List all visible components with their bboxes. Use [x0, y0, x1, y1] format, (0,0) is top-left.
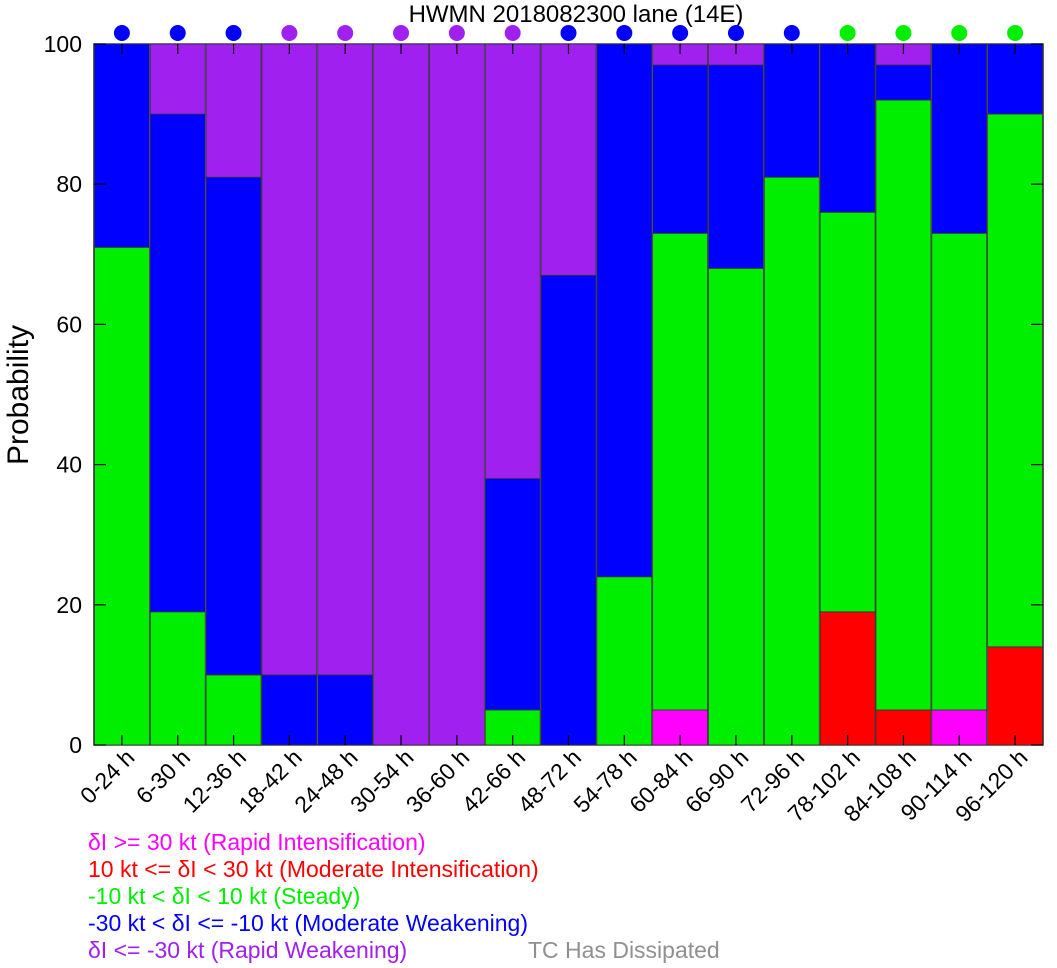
- top-marker-1: [169, 25, 186, 41]
- top-marker-8: [560, 25, 577, 41]
- y-tick-label-1: 20: [56, 592, 82, 618]
- top-marker-0: [113, 25, 130, 41]
- bar-segment-mi-16: [987, 646, 1043, 746]
- bar-segment-mw-9: [596, 43, 653, 578]
- bar-segment-st-2: [205, 674, 262, 746]
- top-markers-group: [113, 25, 1024, 41]
- y-tick-label-2: 40: [56, 452, 82, 478]
- bar-segment-st-12: [763, 176, 820, 746]
- bar-segment-mw-11: [708, 64, 764, 269]
- bar-segment-mw-7: [484, 478, 541, 711]
- bar-segment-mw-3: [261, 674, 318, 746]
- bar-segment-mw-14: [875, 64, 932, 101]
- bar-segment-rw-5: [373, 43, 429, 746]
- top-marker-16: [1007, 25, 1024, 41]
- bar-segment-st-0: [94, 246, 150, 746]
- y-axis-label: Probability: [2, 325, 35, 465]
- bar-segment-mw-13: [819, 43, 876, 213]
- y-ticks-group: 0 20 40 60 80 100: [44, 31, 1043, 758]
- bar-segment-rw-7: [484, 43, 541, 480]
- top-marker-2: [225, 25, 242, 41]
- bar-segment-mw-12: [763, 43, 820, 178]
- top-marker-13: [839, 25, 856, 41]
- top-marker-12: [783, 25, 800, 41]
- bar-segment-mw-16: [987, 43, 1043, 115]
- bar-segment-mw-1: [149, 113, 206, 613]
- y-tick-label-0: 0: [69, 732, 82, 758]
- bar-segment-st-11: [708, 267, 764, 746]
- bar-segment-mw-2: [205, 176, 262, 676]
- bar-segment-rw-3: [261, 43, 318, 676]
- bar-segment-rw-8: [540, 43, 597, 276]
- legend-rapid-weakening: δI <= -30 kt (Rapid Weakening): [88, 937, 408, 963]
- top-marker-14: [895, 25, 912, 41]
- bar-segment-st-9: [596, 576, 653, 746]
- top-marker-7: [504, 25, 521, 41]
- legend-steady: -10 kt < δI < 10 kt (Steady): [88, 883, 361, 909]
- bar-segment-st-14: [875, 99, 932, 711]
- bar-segment-mi-13: [819, 611, 876, 746]
- top-marker-11: [727, 25, 744, 41]
- bar-segment-mw-15: [931, 43, 988, 234]
- bar-segment-rw-4: [317, 43, 374, 676]
- legend-moderate-weakening: -30 kt < δI <= -10 kt (Moderate Weakenin…: [88, 910, 529, 936]
- bar-segment-rw-6: [428, 43, 485, 746]
- bar-segment-mw-10: [652, 64, 709, 234]
- top-marker-6: [448, 25, 465, 41]
- legend-moderate-intensification: 10 kt <= δI < 30 kt (Moderate Intensific…: [88, 856, 539, 882]
- chart-title: HWMN 2018082300 lane (14E): [409, 1, 744, 28]
- bar-segment-st-10: [652, 232, 709, 711]
- legend-dissipated: TC Has Dissipated: [528, 937, 720, 963]
- top-marker-5: [393, 25, 410, 41]
- bar-segment-rw-2: [205, 43, 262, 178]
- top-marker-10: [672, 25, 689, 41]
- y-tick-label-3: 60: [56, 311, 82, 337]
- bar-segment-mw-4: [317, 674, 374, 746]
- bar-segment-mw-8: [540, 274, 597, 746]
- top-marker-15: [951, 25, 968, 41]
- bar-segment-rw-1: [149, 43, 206, 115]
- bar-segment-mw-0: [94, 43, 150, 248]
- x-tick-label-0: 0-24 h: [75, 744, 140, 809]
- top-marker-9: [616, 25, 633, 41]
- top-marker-3: [281, 25, 298, 41]
- y-tick-label-4: 80: [56, 171, 82, 197]
- bar-segment-st-15: [931, 232, 988, 711]
- top-marker-4: [337, 25, 354, 41]
- legend-rapid-intensification: δI >= 30 kt (Rapid Intensification): [88, 829, 426, 855]
- bar-segment-st-1: [149, 611, 206, 746]
- bar-segment-st-13: [819, 211, 876, 613]
- bar-segment-st-16: [987, 113, 1043, 648]
- bars-group: [94, 43, 1043, 746]
- y-tick-label-5: 100: [44, 31, 82, 57]
